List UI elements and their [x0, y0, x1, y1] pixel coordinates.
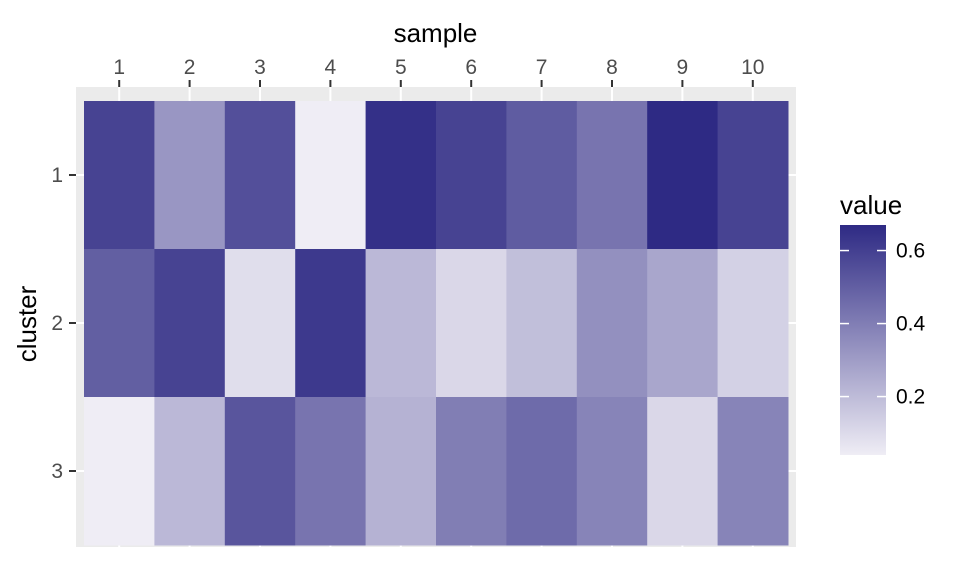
- y-axis-title: cluster: [12, 285, 42, 362]
- x-tick-label: 8: [606, 56, 618, 79]
- y-tick-label: 1: [51, 164, 63, 187]
- heatmap-cell: [647, 397, 719, 546]
- x-tick-label: 1: [113, 56, 125, 79]
- heatmap-cell: [224, 249, 296, 398]
- y-tick-label: 3: [51, 460, 63, 483]
- x-tick-label: 7: [536, 56, 548, 79]
- heatmap-cell: [436, 249, 507, 398]
- heatmap-cell: [365, 249, 437, 398]
- color-legend: value 0.2 0.4 0.6: [840, 190, 926, 455]
- legend-title: value: [840, 190, 902, 220]
- heatmap-cell: [506, 101, 578, 250]
- heatmap-cell: [576, 101, 648, 250]
- heatmap-cell: [84, 249, 155, 398]
- y-tick-label: 2: [51, 312, 63, 335]
- x-tick-label: 9: [677, 56, 689, 79]
- heatmap-cell: [506, 249, 578, 398]
- x-axis-title: sample: [394, 18, 478, 48]
- heatmap-cell: [717, 101, 789, 250]
- heatmap-cell: [436, 101, 507, 250]
- heatmap-tiles: [84, 101, 789, 546]
- x-tick-label: 3: [254, 56, 266, 79]
- x-tick-label: 4: [325, 56, 337, 79]
- x-tick-label: 2: [184, 56, 196, 79]
- heatmap-cell: [295, 397, 367, 546]
- heatmap-cell: [576, 397, 648, 546]
- legend-tick-label: 0.4: [896, 313, 926, 336]
- heatmap-cell: [154, 101, 226, 250]
- heatmap-cell: [647, 249, 719, 398]
- legend-tick-label: 0.2: [896, 386, 925, 409]
- heatmap-cell: [84, 397, 155, 546]
- heatmap-cell: [154, 397, 226, 546]
- legend-colorbar: [840, 225, 886, 455]
- legend-tick-label: 0.6: [896, 240, 925, 263]
- x-axis: 1 2 3 4 5 6 7 8 9 10: [113, 56, 764, 87]
- heatmap-cell: [295, 101, 367, 250]
- heatmap-cell: [154, 249, 226, 398]
- heatmap-cell: [224, 101, 296, 250]
- heatmap-cell: [295, 249, 367, 398]
- x-tick-label: 5: [395, 56, 407, 79]
- heatmap-cell: [717, 397, 789, 546]
- heatmap-cell: [647, 101, 719, 250]
- x-tick-label: 10: [741, 56, 764, 79]
- heatmap-cell: [576, 249, 648, 398]
- heatmap-cell: [84, 101, 155, 250]
- heatmap-cell: [436, 397, 507, 546]
- y-axis: 1 2 3: [51, 164, 76, 483]
- x-tick-label: 6: [465, 56, 477, 79]
- heatmap-cell: [365, 101, 437, 250]
- heatmap-cell: [506, 397, 578, 546]
- legend-ticks: 0.2 0.4 0.6: [840, 240, 926, 409]
- heatmap-cell: [717, 249, 789, 398]
- heatmap-cell: [365, 397, 437, 546]
- heatmap-cell: [224, 397, 296, 546]
